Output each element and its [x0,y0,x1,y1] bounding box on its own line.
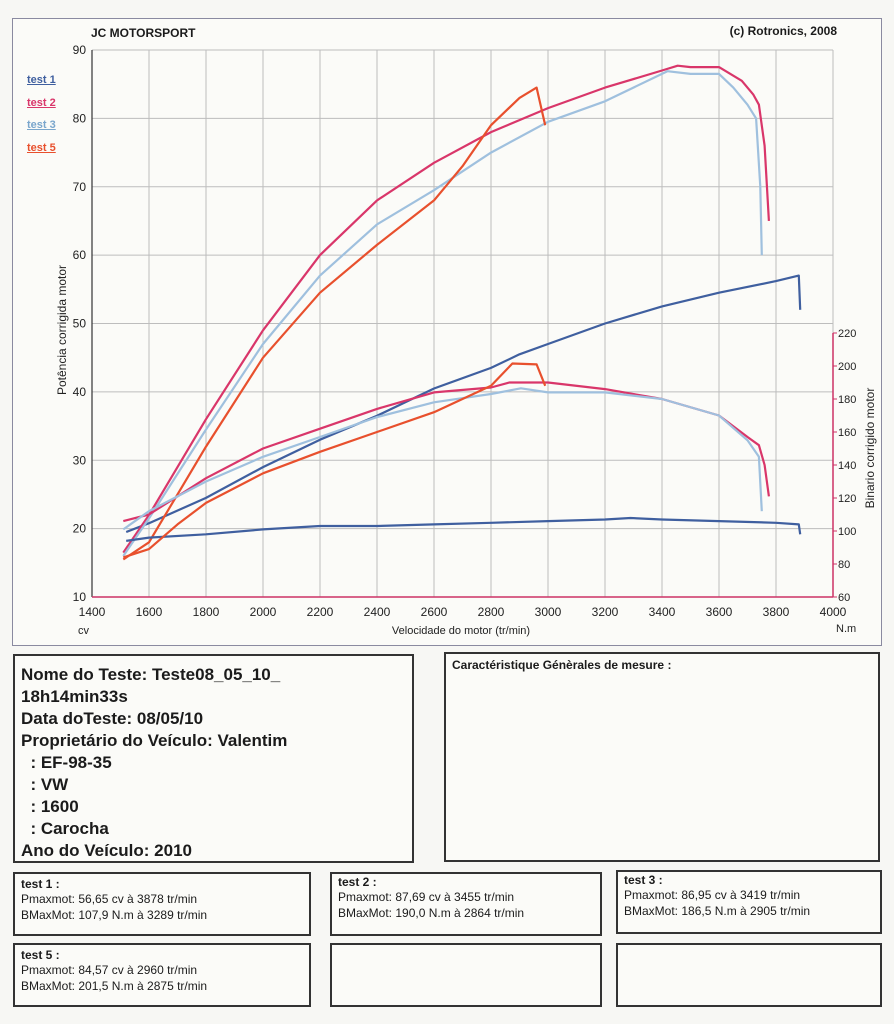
y2-tick-label: 180 [838,394,856,406]
y-axis-label: Potência corrigida motor [55,265,69,395]
y2-tick-label: 140 [838,460,856,472]
x-tick-label: 2400 [364,605,391,619]
stat-title: test 3 : [624,873,663,887]
x-tick-label: 3000 [535,605,562,619]
torque-line-test-5 [122,362,547,559]
y2-tick-label: 100 [838,526,856,538]
x-tick-label: 2800 [478,605,505,619]
legend-test-3: test 3 [27,119,56,131]
stat-power: Pmaxmot: 86,95 cv à 3419 tr/min [624,888,801,902]
power-line-test-3 [122,70,763,557]
x-tick-label: 1400 [79,605,106,619]
info-line: : Carocha [21,819,109,838]
info-line: : 1600 [21,797,79,816]
y-tick-label: 80 [73,111,87,125]
stat-torque: BMaxMot: 107,9 N.m à 3289 tr/min [21,908,208,922]
chart-legend: test 1 test 2 test 3 test 5 [27,69,56,159]
stat-box-empty-1 [330,943,602,1007]
legend-test-2: test 2 [27,96,56,109]
brand-label: JC MOTORSPORT [91,26,196,40]
x-tick-label: 3600 [706,605,733,619]
y2-unit-label: N.m [836,623,856,635]
power-line-test-5 [122,86,547,561]
x-axis-label: Velocidade do motor (tr/min) [392,625,530,637]
stat-box-test-3: test 3 : Pmaxmot: 86,95 cv à 3419 tr/min… [616,870,882,934]
grid-lines [91,49,834,598]
x-tick-label: 1600 [136,605,163,619]
x-tick-label: 3400 [649,605,676,619]
characteristics-title: Caractéristique Génèrales de mesure : [452,658,672,672]
x-tick-label: 2200 [307,605,334,619]
stat-box-test-5: test 5 : Pmaxmot: 84,57 cv à 2960 tr/min… [13,943,311,1007]
stat-title: test 1 : [21,877,60,891]
y2-tick-label: 160 [838,427,856,439]
y2-axis-label: Binario corrigido motor [863,388,877,509]
x-tick-label: 1800 [193,605,220,619]
y-tick-label: 50 [73,317,87,331]
y-tick-label: 30 [73,453,87,467]
torque-line-test-2 [123,381,770,523]
info-line: Nome do Teste: Teste08_05_10_ [21,665,281,684]
y2-tick-label: 60 [838,592,850,604]
series-lines [122,64,802,561]
x-tick-label: 3800 [763,605,790,619]
info-line: Ano do Veículo: 2010 [21,841,192,860]
stat-torque: BMaxMot: 190,0 N.m à 2864 tr/min [338,906,525,920]
stat-power: Pmaxmot: 87,69 cv à 3455 tr/min [338,890,515,904]
x-tick-label: 3200 [592,605,619,619]
stat-torque: BMaxMot: 201,5 N.m à 2875 tr/min [21,979,208,993]
stat-box-test-2: test 2 : Pmaxmot: 87,69 cv à 3455 tr/min… [330,872,602,936]
y2-tick-label: 200 [838,361,856,373]
dyno-chart: 1400 1600 1800 2000 2200 2400 2600 2800 3000 3200… [55,43,877,637]
y-tick-label: 10 [73,590,87,604]
power-line-test-2 [122,64,770,554]
y-tick-label: 20 [73,522,87,536]
axes [91,50,837,598]
y2-tick-label: 80 [838,559,850,571]
test-info-lines: Nome do Teste: Teste08_05_10_ 18h14min33s… [21,664,406,862]
legend-test-5: test 5 [27,141,56,154]
stat-box-empty-2 [616,943,882,1007]
copyright-label: (c) Rotronics, 2008 [729,24,837,38]
y2-tick-label: 220 [838,328,856,340]
info-line: 18h14min33s [21,687,128,706]
info-line: : EF-98-35 [21,753,112,772]
x-tick-label: 4000 [820,605,847,619]
x-tick-label: 2000 [250,605,277,619]
stat-title: test 5 : [21,948,60,962]
stat-torque: BMaxMot: 186,5 N.m à 2905 tr/min [624,904,811,918]
legend-test-1: test 1 [27,74,56,86]
torque-line-test-3 [122,387,763,531]
stat-power: Pmaxmot: 56,65 cv à 3878 tr/min [21,892,198,906]
x-unit-label: cv [78,625,90,637]
y2-tick-label: 120 [838,493,856,505]
y-tick-label: 70 [73,180,87,194]
stat-power: Pmaxmot: 84,57 cv à 2960 tr/min [21,963,198,977]
info-line: Proprietário do Veículo: Valentim [21,731,288,750]
stat-box-test-1: test 1 : Pmaxmot: 56,65 cv à 3878 tr/min… [13,872,311,936]
tick-labels: 1400 1600 1800 2000 2200 2400 2600 2800 3000 3200… [73,43,857,619]
y-tick-label: 40 [73,385,87,399]
torque-line-test-1 [126,516,802,542]
info-line: Data doTeste: 08/05/10 [21,709,204,728]
y-tick-label: 90 [73,43,87,57]
test-info-box: Nome do Teste: Teste08_05_10_ 18h14min33s… [13,654,414,863]
x-tick-label: 2600 [421,605,448,619]
stat-title: test 2 : [338,875,377,889]
y-tick-label: 60 [73,248,87,262]
info-line: : VW [21,775,69,794]
power-line-test-1 [125,274,802,534]
characteristics-box: Caractéristique Génèrales de mesure : [444,652,880,862]
